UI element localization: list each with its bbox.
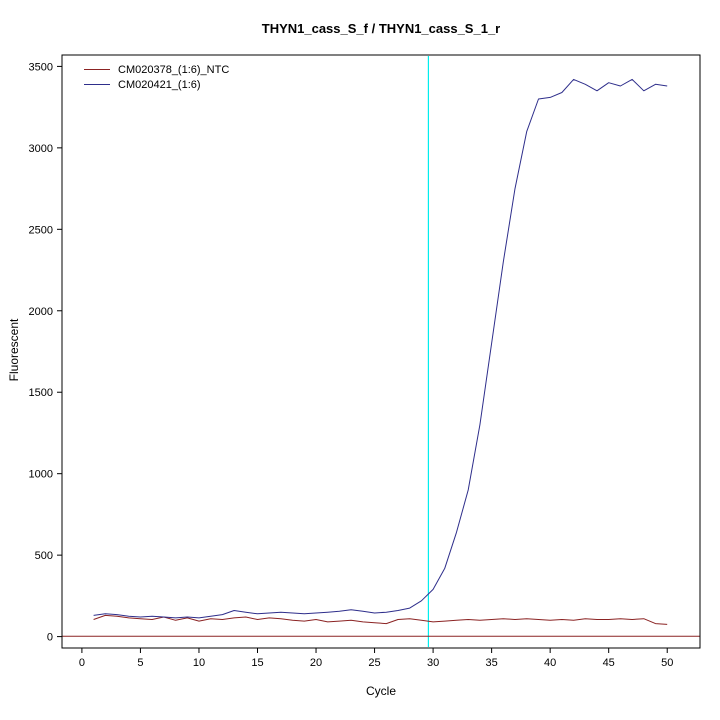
legend-label-ntc: CM020378_(1:6)_NTC (118, 63, 230, 76)
x-tick-label: 30 (427, 657, 439, 669)
chart-title: THYN1_cass_S_f / THYN1_cass_S_1_r (261, 21, 501, 36)
plot-border (61, 54, 701, 649)
y-tick-label: 2500 (29, 224, 53, 236)
y-tick-label: 1500 (29, 387, 53, 399)
x-tick-label: 35 (486, 657, 498, 669)
x-axis-label: Cycle (365, 684, 396, 698)
legend-line-swatch-sample (84, 84, 110, 85)
y-tick-label: 3000 (29, 143, 53, 155)
y-tick-label: 0 (47, 632, 53, 644)
x-tick-label: 40 (544, 657, 556, 669)
x-tick-label: 0 (79, 657, 85, 669)
series-line-ntc (93, 614, 668, 625)
legend-label-sample: CM020421_(1:6) (118, 78, 201, 91)
legend-item-ntc: CM020378_(1:6)_NTC (84, 62, 229, 77)
y-tick-label: 1000 (29, 469, 53, 481)
x-tick-label: 5 (137, 657, 143, 669)
x-tick-label: 10 (193, 657, 205, 669)
x-tick-label: 15 (251, 657, 263, 669)
legend-line-swatch-ntc (84, 69, 110, 70)
x-tick-label: 50 (661, 657, 673, 669)
y-tick-label: 3500 (29, 61, 53, 73)
x-tick-label: 45 (603, 657, 615, 669)
x-tick-label: 20 (310, 657, 322, 669)
x-tick-label: 25 (368, 657, 380, 669)
legend: CM020378_(1:6)_NTC CM020421_(1:6) (84, 62, 229, 92)
series-line-cm020421 (93, 78, 668, 619)
y-tick-label: 500 (35, 550, 53, 562)
y-tick-label: 2000 (29, 306, 53, 318)
legend-item-sample: CM020421_(1:6) (84, 77, 229, 92)
